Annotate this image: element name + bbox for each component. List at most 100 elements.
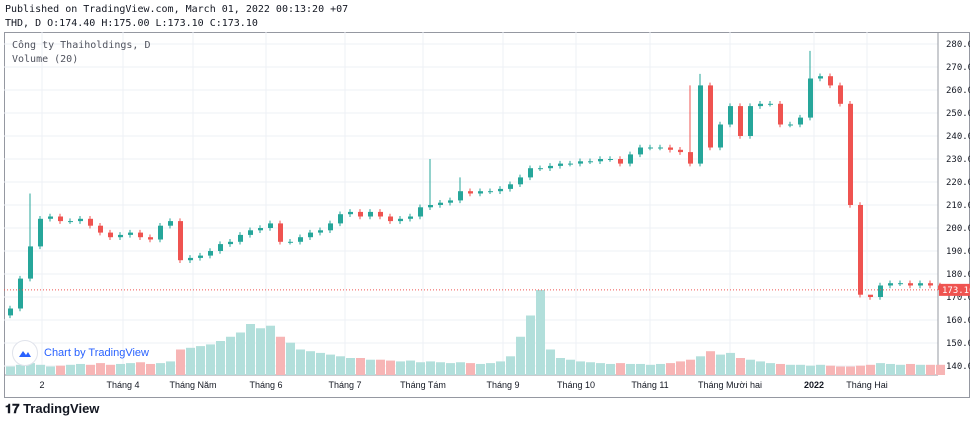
y-tick-label: 210.00 xyxy=(946,201,970,211)
volume-bar xyxy=(546,349,555,375)
volume-bar xyxy=(366,359,375,375)
published-info: Published on TradingView.com, March 01, … xyxy=(5,4,349,15)
candle-body xyxy=(98,225,103,233)
volume-bar xyxy=(636,363,645,375)
volume-bar xyxy=(96,363,105,375)
candle-body xyxy=(708,85,713,148)
x-tick-label: Tháng Hai xyxy=(846,380,888,390)
tradingview-logo[interactable]: 𝟏𝟕 TradingView xyxy=(5,401,99,417)
volume-bar xyxy=(926,364,935,375)
candle-body xyxy=(438,202,443,205)
volume-bar xyxy=(36,364,45,375)
volume-bar xyxy=(686,359,695,375)
x-tick-label: 2022 xyxy=(804,380,824,390)
y-tick-label: 170.00 xyxy=(946,293,970,303)
x-tick-label: Tháng 6 xyxy=(249,380,282,390)
candle-body xyxy=(568,163,573,165)
volume-bar xyxy=(816,364,825,375)
candle-body xyxy=(628,154,633,164)
volume-bar xyxy=(436,362,445,375)
candle-body xyxy=(468,191,473,194)
candle-body xyxy=(578,161,583,164)
candle-body xyxy=(368,211,373,217)
volume-bar xyxy=(736,358,745,375)
candle-body xyxy=(178,221,183,261)
candle-body xyxy=(358,211,363,217)
candle-body xyxy=(538,168,543,170)
volume-bar xyxy=(16,364,25,375)
x-tick-label: Tháng 9 xyxy=(486,380,519,390)
volume-bar xyxy=(126,363,135,375)
volume-bar xyxy=(696,356,705,375)
candle-body xyxy=(778,103,783,125)
y-tick-label: 140.00 xyxy=(946,362,970,372)
volume-bar xyxy=(206,344,215,375)
volume-bar xyxy=(646,364,655,375)
candle-body xyxy=(698,85,703,164)
candle-body xyxy=(418,207,423,217)
volume-bar xyxy=(796,364,805,375)
volume-bar xyxy=(416,362,425,375)
candle-body xyxy=(248,230,253,235)
volume-bar xyxy=(346,358,355,375)
last-price-label: 173.10 xyxy=(942,286,970,296)
y-tick-label: 190.00 xyxy=(946,247,970,257)
candle-body xyxy=(278,223,283,242)
volume-bar xyxy=(406,360,415,375)
candle-body xyxy=(138,232,143,238)
volume-bar xyxy=(216,341,225,375)
logo-text: TradingView xyxy=(23,401,100,416)
volume-bar xyxy=(916,364,925,375)
price-chart[interactable]: 140.00 150.00 160.00 170.00 180.00 190.00 200.… xyxy=(4,32,970,398)
volume-bar xyxy=(676,361,685,375)
candle-body xyxy=(748,106,753,136)
x-tick-label: Tháng 10 xyxy=(557,380,595,390)
candle-body xyxy=(218,244,223,251)
volume-bar xyxy=(906,363,915,375)
candle-body xyxy=(148,237,153,240)
volume-bar xyxy=(666,363,675,375)
volume-bar xyxy=(116,363,125,375)
volume-bar xyxy=(376,359,385,375)
volume-bar xyxy=(446,363,455,375)
x-tick-label: 2 xyxy=(39,380,44,390)
candle-body xyxy=(128,232,133,235)
volume-bar xyxy=(466,363,475,375)
candle-body xyxy=(58,216,63,222)
chart-by-tradingview-badge[interactable]: Chart by TradingView xyxy=(12,340,149,366)
candle-body xyxy=(588,161,593,163)
volume-bar xyxy=(296,349,305,375)
candle-body xyxy=(298,237,303,242)
volume-bar xyxy=(46,366,55,375)
candle-body xyxy=(858,205,863,295)
volume-bar xyxy=(566,359,575,375)
volume-bar xyxy=(896,364,905,375)
candle-body xyxy=(458,191,463,201)
candle-body xyxy=(428,205,433,208)
candle-body xyxy=(348,211,353,215)
x-tick-label: Tháng Năm xyxy=(169,380,216,390)
volume-bar xyxy=(756,361,765,375)
x-tick-label: Tháng 11 xyxy=(631,380,668,390)
volume-bar xyxy=(186,347,195,375)
volume-bar xyxy=(486,363,495,375)
y-tick-label: 260.00 xyxy=(946,86,970,96)
volume-legend: Volume (20) xyxy=(12,54,79,65)
candle-body xyxy=(258,228,263,231)
candle-body xyxy=(18,278,23,309)
y-tick-label: 180.00 xyxy=(946,270,970,280)
volume-bar xyxy=(576,361,585,375)
candle-body xyxy=(808,78,813,118)
volume-bar xyxy=(856,365,865,375)
ohlc-readout: THD, D O:174.40 H:175.00 L:173.10 C:173.… xyxy=(5,18,258,29)
volume-bar xyxy=(316,352,325,375)
x-tick-label: Tháng Tám xyxy=(400,380,446,390)
candle-body xyxy=(798,117,803,125)
candle-body xyxy=(828,76,833,86)
candle-body xyxy=(558,163,563,166)
candle-body xyxy=(268,223,273,228)
volume-bar xyxy=(396,361,405,375)
last-price-tag xyxy=(939,283,970,296)
volume-bar xyxy=(306,351,315,375)
candle-body xyxy=(848,103,853,205)
